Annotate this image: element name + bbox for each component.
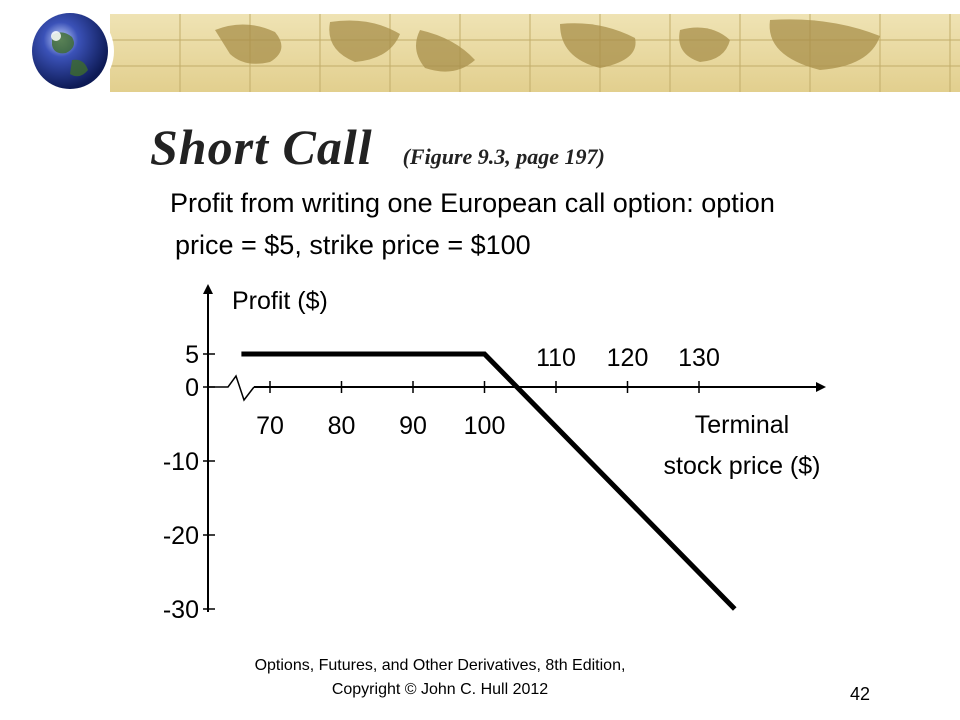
slide-description: Profit from writing one European call op… (170, 182, 900, 266)
y-tick-label: -20 (163, 522, 199, 550)
x-tick-label: 80 (328, 412, 356, 440)
x-axis-label-line-2: stock price ($) (664, 452, 821, 480)
y-tick-label: 5 (185, 341, 199, 369)
y-tick-label: -10 (163, 448, 199, 476)
header-banner (26, 7, 960, 95)
figure-reference: (Figure 9.3, page 197) (402, 144, 605, 169)
slide-title: Short Call (150, 119, 373, 175)
description-line-1: Profit from writing one European call op… (170, 188, 775, 218)
x-tick-label: 70 (256, 412, 284, 440)
x-tick-label: 130 (678, 344, 720, 372)
x-tick-label: 90 (399, 412, 427, 440)
footer-line-1: Options, Futures, and Other Derivatives,… (254, 657, 626, 674)
x-axis-label-line-1: Terminal (695, 411, 789, 439)
slide-title-row: Short Call (Figure 9.3, page 197) (150, 118, 605, 176)
footer-citation: Options, Futures, and Other Derivatives,… (200, 654, 680, 702)
x-axis-arrow (816, 382, 826, 392)
description-line-2: price = $5, strike price = $100 (175, 230, 531, 260)
profit-line (241, 351, 737, 611)
globe-icon (32, 13, 108, 89)
axis-break-icon (208, 374, 255, 402)
x-tick-label: 120 (607, 344, 649, 372)
y-tick-label: 0 (185, 374, 199, 402)
x-tick-label: 110 (536, 344, 576, 372)
footer-line-2: Copyright © John C. Hull 2012 (331, 681, 549, 698)
page-number: 42 (850, 684, 871, 704)
y-axis-label: Profit ($) (232, 287, 328, 315)
y-tick-label: -30 (163, 596, 199, 624)
x-tick-label: 100 (464, 412, 506, 440)
y-axis-arrow (203, 284, 213, 294)
